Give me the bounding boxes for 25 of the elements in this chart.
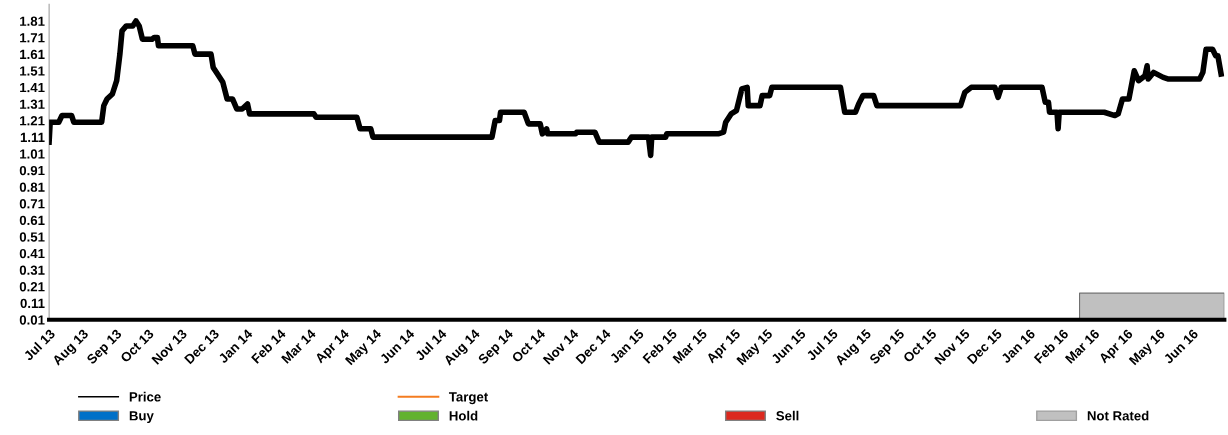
legend-label: Target	[448, 392, 489, 405]
y-tick-label: 0.01	[19, 315, 45, 325]
y-tick-label: 1.81	[20, 16, 45, 26]
y-tick-label: 0.91	[19, 165, 45, 176]
y-tick-label: 0.51	[19, 232, 45, 242]
legend-label: Sell	[776, 410, 799, 421]
legend-label: Price	[129, 391, 161, 402]
legend-label: Not Rated	[1087, 410, 1149, 421]
legend-label: Hold	[449, 410, 478, 421]
y-tick-label: 1.31	[20, 99, 45, 109]
y-tick-label: 1.41	[20, 83, 45, 93]
y-tick-label: 0.11	[20, 298, 45, 309]
y-tick-label: 0.41	[19, 248, 45, 259]
y-tick-label: 1.61	[20, 49, 45, 60]
y-tick-label: 1.21	[20, 116, 45, 126]
legend-label: Buy	[129, 411, 154, 424]
y-tick-label: 1.11	[20, 132, 45, 142]
y-tick-label: 0.61	[19, 215, 45, 226]
y-tick-label: 0.81	[19, 182, 45, 192]
y-tick-label: 0.21	[19, 282, 45, 292]
y-tick-label: 1.51	[20, 66, 45, 76]
y-tick-label: 0.71	[19, 199, 45, 209]
y-tick-label: 1.01	[20, 149, 45, 159]
y-tick-label: 0.31	[19, 265, 45, 275]
y-tick-label: 1.71	[20, 33, 45, 43]
